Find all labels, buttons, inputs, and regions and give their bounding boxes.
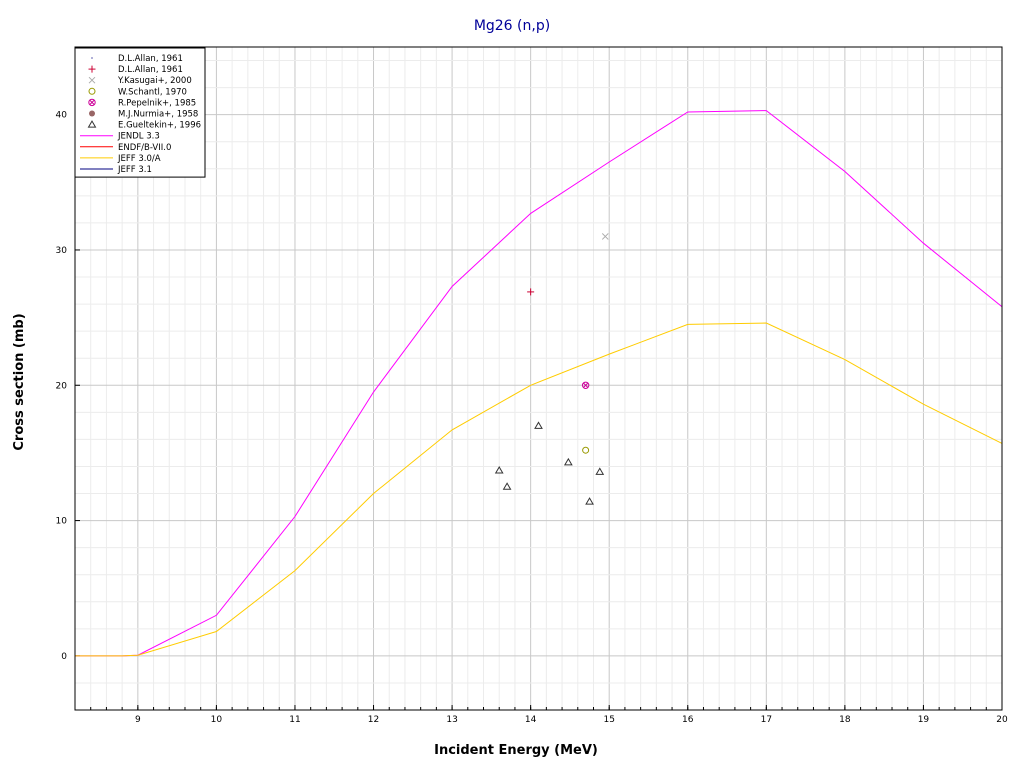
marker-x-b	[583, 382, 588, 388]
legend-marker-swatch	[88, 87, 96, 95]
legend-label: JEFF 3.1	[117, 165, 152, 175]
legend-marker-swatch	[88, 98, 96, 107]
series-layer	[75, 110, 1003, 657]
legend-label: M.J.Nurmia+, 1958	[118, 110, 198, 120]
x-tick-label: 11	[289, 715, 300, 725]
chart-title: Mg26 (n,p)	[474, 18, 550, 34]
x-tick-label: 19	[918, 715, 930, 725]
legend-label: Y.Kasugai+, 2000	[117, 76, 192, 86]
legend-item: JENDL 3.3	[80, 132, 160, 142]
legend-item: W.Schantl, 1970	[88, 87, 187, 97]
legend-item: E.Gueltekin+, 1996	[87, 120, 201, 131]
data-point-6	[601, 233, 609, 240]
y-axis-label: Cross section (mb)	[12, 313, 27, 450]
x-tick-label: 15	[603, 715, 614, 725]
x-tick-label: 18	[839, 715, 851, 725]
x-tick-label: 12	[368, 715, 379, 725]
data-point-8	[581, 381, 590, 389]
marker-x-b	[601, 233, 609, 240]
data-point-10	[563, 457, 573, 466]
legend-marker-swatch	[88, 76, 96, 84]
legend-item: JEFF 3.0/A	[80, 154, 161, 164]
legend-marker-swatch	[87, 120, 97, 128]
x-tick-label: 9	[135, 715, 141, 725]
x-tick-label: 10	[211, 715, 223, 725]
marker-x-b	[88, 76, 96, 84]
legend-marker-swatch	[88, 65, 96, 73]
series-line-jendl-3-3	[75, 110, 1003, 657]
data-point-10	[534, 421, 543, 429]
legend-item: D.L.Allan, 1961	[88, 65, 183, 75]
marker-triangle	[502, 482, 512, 490]
legend-label: D.L.Allan, 1961	[118, 65, 183, 75]
plot-frame	[74, 46, 1003, 711]
data-point-10	[502, 482, 512, 490]
marker-triangle	[494, 466, 504, 474]
data-point-10	[494, 466, 504, 474]
legend-item: R.Pepelnik+, 1985	[88, 98, 196, 108]
data-point-10	[585, 497, 594, 505]
legend-box	[74, 47, 206, 178]
legend-label: JEFF 3.0/A	[117, 154, 161, 164]
x-axis-label: Incident Energy (MeV)	[434, 743, 598, 758]
data-point-10	[595, 467, 605, 475]
x-tick-label: 17	[761, 715, 772, 725]
y-tick-label: 10	[56, 517, 68, 527]
marker-triangle	[595, 467, 605, 475]
legend-item: Y.Kasugai+, 2000	[88, 76, 192, 86]
marker-triangle	[563, 457, 573, 466]
marker-circle	[582, 446, 590, 454]
legend-marker-swatch	[91, 57, 93, 59]
legend-label: W.Schantl, 1970	[118, 87, 187, 97]
marker-circle	[88, 98, 96, 107]
x-tick-label: 16	[682, 715, 694, 725]
legend-item: M.J.Nurmia+, 1958	[89, 110, 198, 120]
legend-item: D.L.Allan, 1961	[91, 54, 183, 64]
y-tick-label: 40	[56, 111, 68, 121]
marker-triangle	[87, 120, 97, 128]
data-point-7	[582, 446, 590, 454]
marker-dot	[91, 57, 93, 59]
legend-label: R.Pepelnik+, 1985	[118, 98, 196, 108]
y-tick-label: 30	[56, 246, 68, 256]
marker-triangle	[585, 497, 594, 505]
y-tick-label: 0	[61, 652, 67, 662]
legend-label: D.L.Allan, 1961	[118, 54, 183, 64]
legend-label: ENDF/B-VII.0	[118, 143, 171, 153]
legend-marker-swatch	[89, 110, 95, 117]
x-tick-label: 14	[525, 715, 537, 725]
legend-item: ENDF/B-VII.0	[80, 143, 171, 153]
y-tick-label: 20	[56, 381, 68, 391]
data-point-5	[527, 288, 535, 296]
marker-circle	[88, 87, 96, 95]
legend-item: JEFF 3.1	[80, 165, 152, 175]
marker-triangle	[534, 421, 543, 429]
marker-filled-circle	[89, 110, 95, 117]
x-tick-label: 13	[446, 715, 457, 725]
marker-x-b	[89, 100, 95, 105]
marker-circle	[581, 381, 590, 389]
legend-label: E.Gueltekin+, 1996	[118, 121, 201, 131]
x-tick-label: 20	[996, 715, 1008, 725]
series-line-jeff-3-0-a	[75, 322, 1003, 657]
legend-label: JENDL 3.3	[117, 132, 160, 142]
